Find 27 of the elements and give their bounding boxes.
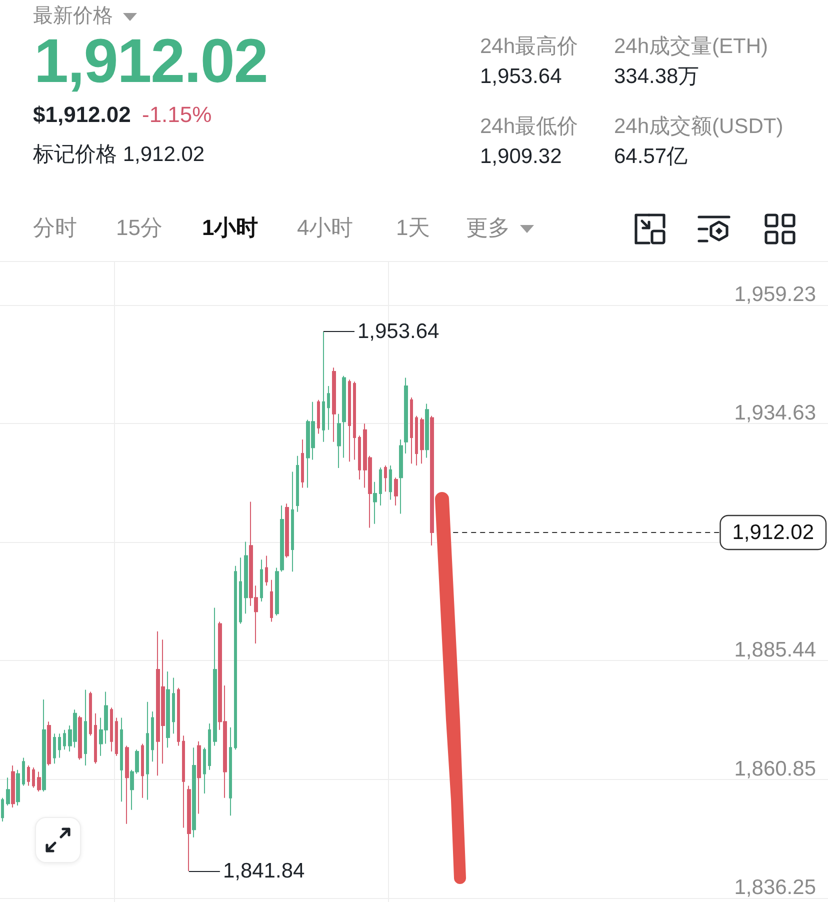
annotation: 1,841.84 xyxy=(222,859,305,882)
annotation: 1,953.64 xyxy=(357,320,440,344)
y-tick-label: 1,885.44 xyxy=(734,638,816,662)
text: 1小时 xyxy=(202,215,258,240)
text: 分时 xyxy=(33,215,77,240)
y-tick-label: 1,934.63 xyxy=(734,401,816,424)
text: 24h成交额(USDT) xyxy=(614,115,784,138)
text: 64.57亿 xyxy=(614,145,688,168)
text: 334.38万 xyxy=(614,65,700,88)
text: 1,909.32 xyxy=(480,145,562,168)
text: 24h最低价 xyxy=(480,115,578,138)
text: 24h最高价 xyxy=(480,35,578,58)
text: 1,953.64 xyxy=(480,65,562,88)
text: 更多 xyxy=(466,215,510,240)
text: -1.15% xyxy=(142,102,212,127)
text: 1,912.02 xyxy=(34,27,268,96)
y-tick-label: 1,860.85 xyxy=(734,757,816,780)
text: 24h成交量(ETH) xyxy=(614,35,768,58)
text: 最新价格 xyxy=(33,5,113,27)
y-tick-label: 1,836.25 xyxy=(734,876,816,899)
y-tick-label: 1,959.23 xyxy=(734,282,816,306)
text: 4小时 xyxy=(297,215,354,240)
text: $1,912.02 xyxy=(33,102,131,127)
text: 1天 xyxy=(396,215,430,240)
text: 15分 xyxy=(116,215,162,240)
text: 标记价格 1,912.02 xyxy=(33,143,205,166)
ref-line-label: 1,912.02 xyxy=(732,520,814,544)
